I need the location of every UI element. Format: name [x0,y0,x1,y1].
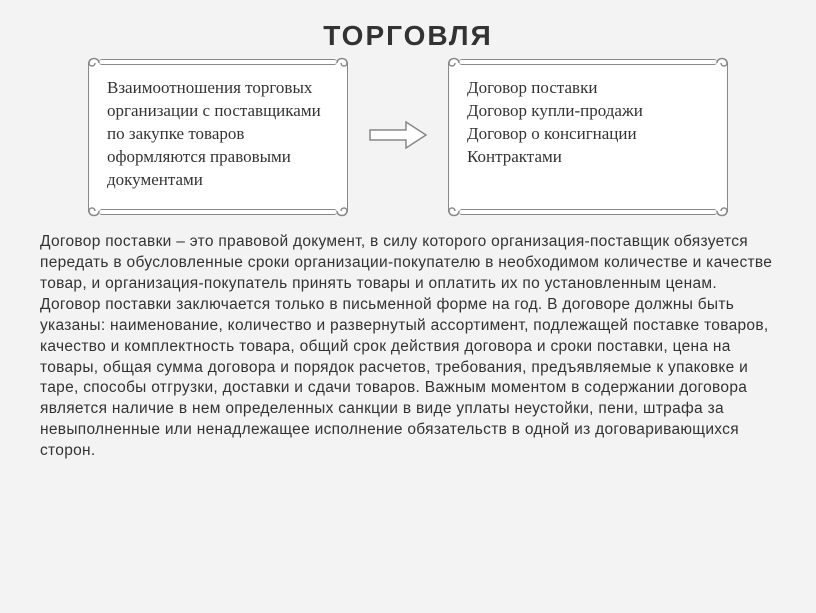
body-paragraph: Договор поставки – это правовой документ… [40,232,776,462]
scroll-bottom-bar [459,209,717,215]
scroll-curl-icon [79,55,103,71]
scroll-curl-icon [333,203,357,219]
scroll-curl-icon [333,55,357,71]
scroll-left-text: Взаимоотношения торговых организации с п… [107,77,329,192]
scroll-top-bar [459,59,717,65]
scroll-curl-icon [439,55,463,71]
scrolls-row: Взаимоотношения торговых организации с п… [40,62,776,212]
scroll-right: Договор поставки Договор купли-продажи Д… [448,62,728,212]
scroll-right-line: Договор купли-продажи [467,100,709,123]
scroll-right-line: Договор поставки [467,77,709,100]
scroll-curl-icon [79,203,103,219]
scroll-right-line: Договор о консигнации [467,123,709,146]
page-title: ТОРГОВЛЯ [40,20,776,52]
scroll-curl-icon [713,203,737,219]
arrow-icon [368,120,428,155]
scroll-top-bar [99,59,337,65]
scroll-left: Взаимоотношения торговых организации с п… [88,62,348,212]
scroll-right-line: Контрактами [467,146,709,169]
scroll-curl-icon [439,203,463,219]
scroll-bottom-bar [99,209,337,215]
scroll-curl-icon [713,55,737,71]
